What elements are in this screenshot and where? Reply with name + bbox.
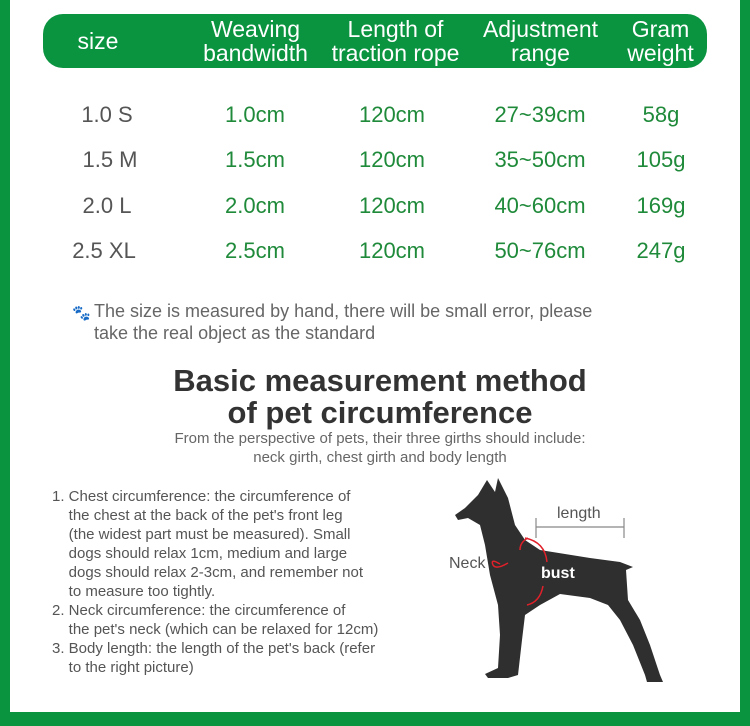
instructions-list: 1. Chest circumference: the circumferenc… [52, 487, 378, 677]
header-rope: Length of traction rope [331, 16, 460, 66]
neck-label: Neck [449, 555, 486, 572]
cell-range: 40~60cm [494, 193, 586, 218]
length-label: length [557, 505, 601, 522]
instruction-line: (the widest part must be measured). Smal… [52, 526, 351, 543]
cell-weight: 169g [636, 193, 686, 218]
frame-right [740, 0, 750, 726]
measurement-note: The size is measured by hand, there will… [72, 300, 592, 344]
instruction-line: the chest at the back of the pet's front… [52, 507, 343, 524]
section-subtitle-line-2: neck girth, chest girth and body length [253, 449, 507, 466]
section-subtitle-line-1: From the perspective of pets, their thre… [174, 430, 586, 447]
instruction-line: 3. Body length: the length of the pet's … [52, 640, 376, 657]
note-line-2: take the real object as the standard [94, 323, 376, 343]
cell-rope: 120cm [358, 193, 426, 218]
cell-bandwidth: 1.0cm [225, 102, 285, 127]
cell-size: 2.5 XL [72, 238, 136, 263]
section-title-line-1: Basic measurement method [173, 363, 587, 398]
instruction-line: to the right picture) [52, 659, 194, 676]
cell-range: 50~76cm [494, 238, 586, 263]
cell-size: 1.0 S [81, 102, 133, 127]
table-row: 1.5 M 1.5cm 120cm 35~50cm 105g [0, 147, 750, 177]
header-weight: Gram weight [627, 16, 694, 66]
cell-range: 27~39cm [494, 102, 586, 127]
header-size: size [77, 28, 119, 54]
cell-bandwidth: 2.0cm [225, 193, 285, 218]
note-line-1: The size is measured by hand, there will… [94, 301, 593, 321]
instruction-line: to measure too tightly. [52, 583, 216, 600]
chest-arrow-icon [519, 537, 529, 551]
instruction-line: dogs should relax 1cm, medium and large [52, 545, 348, 562]
instruction-line: 2. Neck circumference: the circumference… [52, 602, 346, 619]
cell-rope: 120cm [358, 147, 426, 172]
cell-rope: 120cm [358, 238, 426, 263]
frame-bottom [0, 712, 750, 726]
bust-label: bust [541, 565, 575, 582]
cell-size: 1.5 M [82, 147, 138, 172]
chest-arrow-icon [524, 537, 548, 563]
header-range: Adjustment range [482, 16, 599, 66]
cell-weight: 105g [636, 147, 686, 172]
bust-arrow-icon [526, 585, 544, 606]
instruction-line: dogs should relax 2-3cm, and remember no… [52, 564, 363, 581]
neck-arrow-icon [491, 560, 509, 568]
instruction-line: 1. Chest circumference: the circumferenc… [52, 488, 351, 505]
header-bandwidth: Weaving bandwidth [203, 16, 308, 66]
dog-diagram [455, 478, 663, 682]
cell-weight: 247g [636, 238, 686, 263]
table-row: 1.0 S 1.0cm 120cm 27~39cm 58g [0, 102, 750, 132]
dog-silhouette-icon [455, 478, 663, 682]
cell-size: 2.0 L [82, 193, 132, 218]
table-row: 2.0 L 2.0cm 120cm 40~60cm 169g [0, 193, 750, 223]
cell-bandwidth: 1.5cm [225, 147, 285, 172]
cell-bandwidth: 2.5cm [225, 238, 285, 263]
paw-icon: 🐾 [72, 305, 91, 322]
cell-range: 35~50cm [494, 147, 586, 172]
cell-rope: 120cm [358, 102, 426, 127]
table-row: 2.5 XL 2.5cm 120cm 50~76cm 247g [0, 238, 750, 268]
section-title-line-2: of pet circumference [227, 395, 533, 430]
instruction-line: the pet's neck (which can be relaxed for… [52, 621, 379, 638]
table-header: size Weaving bandwidth Length of tractio… [43, 14, 707, 68]
cell-weight: 58g [642, 102, 680, 127]
frame-left [0, 0, 10, 726]
